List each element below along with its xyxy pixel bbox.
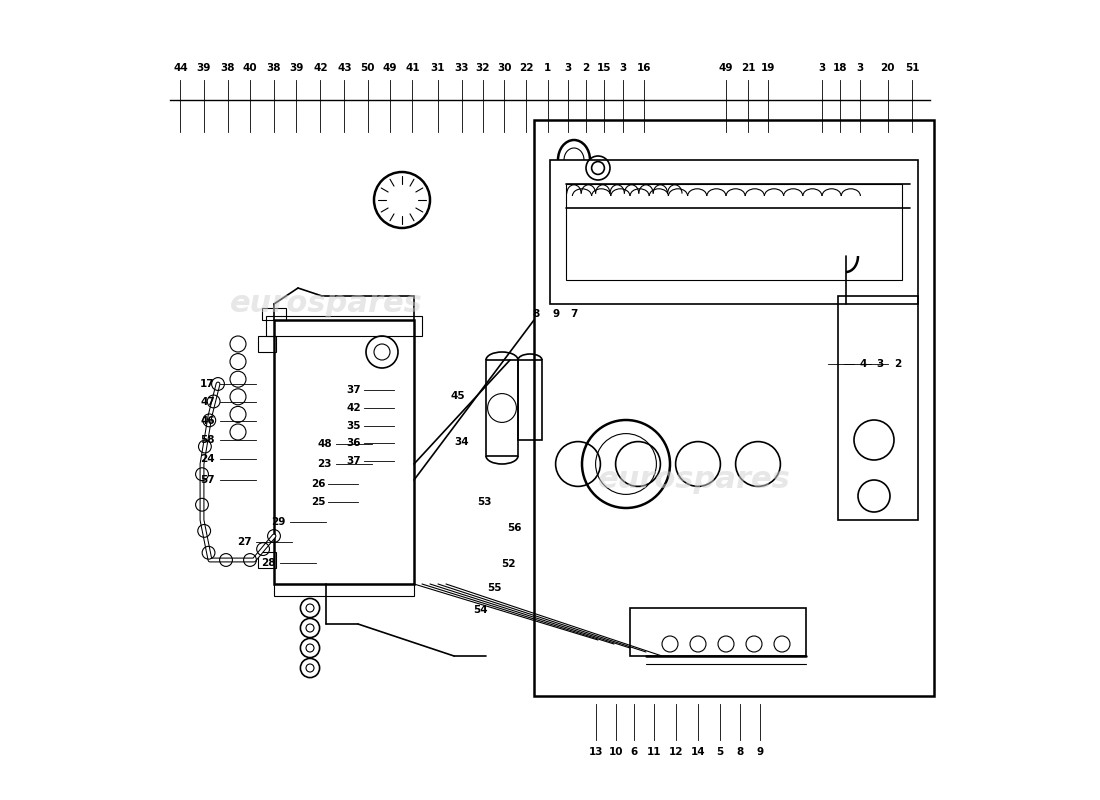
Text: 23: 23: [317, 459, 332, 469]
Text: 36: 36: [346, 438, 361, 448]
Text: 13: 13: [588, 747, 603, 757]
Text: 48: 48: [317, 439, 332, 449]
Text: 49: 49: [718, 63, 734, 73]
Text: 34: 34: [454, 437, 470, 446]
Text: 51: 51: [905, 63, 920, 73]
Text: 50: 50: [361, 63, 375, 73]
Text: 27: 27: [238, 538, 252, 547]
Text: 12: 12: [669, 747, 683, 757]
Text: 3: 3: [877, 359, 884, 369]
Text: 3: 3: [619, 63, 626, 73]
Text: 43: 43: [337, 63, 352, 73]
Bar: [838, 296, 918, 520]
Text: 42: 42: [346, 403, 361, 413]
Text: 18: 18: [833, 63, 848, 73]
Text: 21: 21: [741, 63, 756, 73]
Text: 53: 53: [477, 498, 492, 507]
Bar: [258, 552, 276, 568]
Text: 4: 4: [860, 359, 867, 369]
Text: eurospares: eurospares: [230, 290, 422, 318]
Text: 35: 35: [346, 421, 361, 430]
Text: 15: 15: [597, 63, 612, 73]
Text: 6: 6: [630, 747, 638, 757]
Text: 3: 3: [818, 63, 826, 73]
Text: 10: 10: [608, 747, 623, 757]
Bar: [630, 608, 806, 656]
Bar: [566, 184, 902, 280]
Bar: [550, 160, 918, 304]
Text: 11: 11: [647, 747, 661, 757]
Text: 39: 39: [197, 63, 211, 73]
Bar: [258, 336, 276, 352]
Text: 3: 3: [564, 63, 572, 73]
Text: 33: 33: [454, 63, 470, 73]
Bar: [274, 320, 414, 584]
Text: 25: 25: [310, 497, 326, 506]
Text: 49: 49: [383, 63, 397, 73]
Text: 56: 56: [507, 523, 521, 533]
Text: 17: 17: [200, 379, 214, 389]
Bar: [262, 308, 286, 320]
Bar: [534, 120, 934, 696]
Bar: [518, 360, 542, 440]
Text: 39: 39: [289, 63, 304, 73]
Text: 55: 55: [486, 583, 502, 593]
Text: 42: 42: [314, 63, 328, 73]
Bar: [486, 360, 518, 456]
Text: 46: 46: [200, 416, 214, 426]
Text: 5: 5: [716, 747, 723, 757]
Text: 20: 20: [880, 63, 895, 73]
Text: 14: 14: [691, 747, 705, 757]
Text: 16: 16: [637, 63, 651, 73]
Text: 9: 9: [552, 309, 559, 318]
Text: 38: 38: [220, 63, 235, 73]
Text: 58: 58: [200, 435, 214, 445]
Text: 22: 22: [519, 63, 534, 73]
Text: 52: 52: [502, 559, 516, 569]
Text: 57: 57: [200, 475, 214, 485]
Text: 2: 2: [894, 359, 902, 369]
Text: 28: 28: [261, 558, 276, 568]
Text: 41: 41: [405, 63, 420, 73]
Text: 44: 44: [173, 63, 188, 73]
Text: 19: 19: [761, 63, 776, 73]
Text: 29: 29: [271, 517, 285, 526]
Text: 30: 30: [497, 63, 512, 73]
Bar: [274, 584, 414, 596]
Text: 47: 47: [200, 398, 214, 407]
Text: 37: 37: [346, 456, 361, 466]
Text: 7: 7: [570, 309, 578, 318]
Text: eurospares: eurospares: [597, 466, 791, 494]
Text: 26: 26: [310, 479, 326, 489]
Text: 38: 38: [266, 63, 282, 73]
Text: 8: 8: [532, 309, 540, 318]
Bar: [266, 316, 422, 336]
Text: 45: 45: [451, 391, 465, 401]
Text: 37: 37: [346, 386, 361, 395]
Text: 24: 24: [200, 454, 214, 464]
Text: 3: 3: [857, 63, 864, 73]
Text: 54: 54: [473, 606, 487, 615]
Text: 8: 8: [737, 747, 744, 757]
Text: 9: 9: [757, 747, 764, 757]
Text: 40: 40: [243, 63, 257, 73]
Text: 31: 31: [431, 63, 446, 73]
Text: 2: 2: [582, 63, 590, 73]
Text: 1: 1: [544, 63, 551, 73]
Text: 32: 32: [475, 63, 491, 73]
